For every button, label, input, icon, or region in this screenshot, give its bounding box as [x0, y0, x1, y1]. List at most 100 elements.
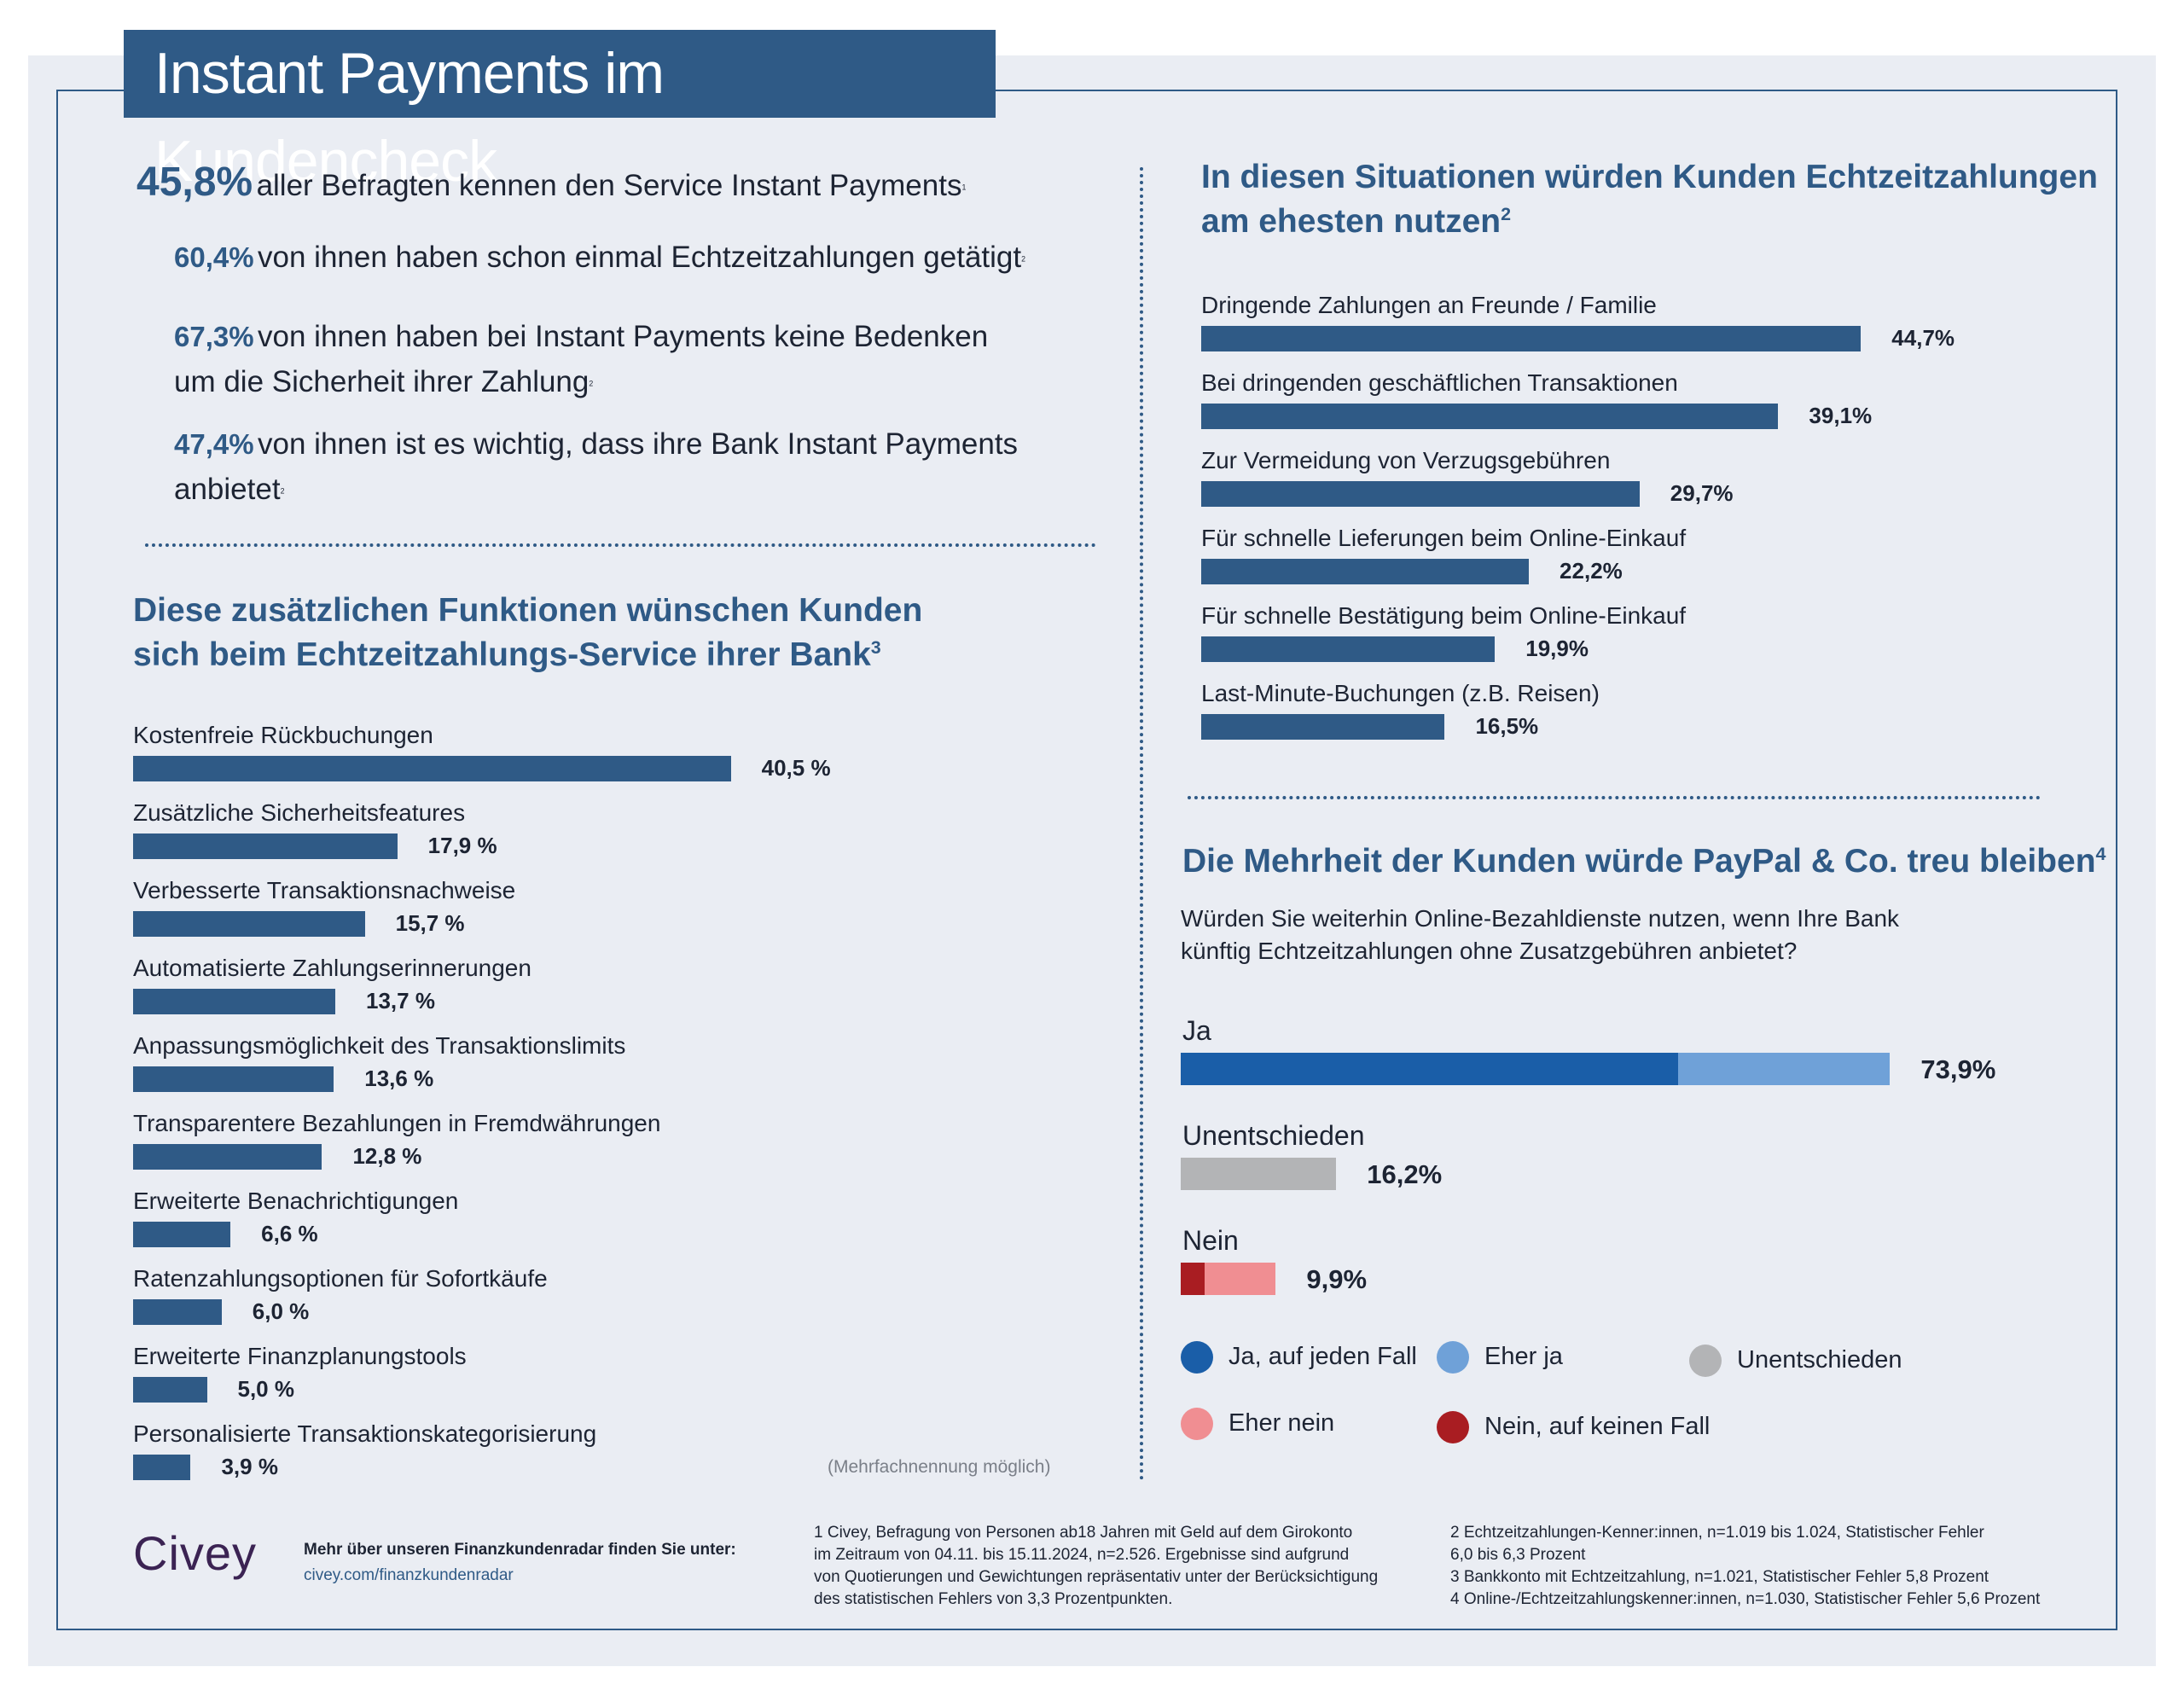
footnote-line: von Quotierungen und Gewichtungen repräs… — [814, 1568, 1379, 1586]
legend-dot-icon — [1181, 1408, 1213, 1440]
bar-value-label: 40,5 % — [761, 755, 831, 781]
bar-value-label: 29,7% — [1670, 480, 1734, 506]
stat-sub-1: 60,4% von ihnen haben schon einmal Echtz… — [174, 241, 1025, 275]
bar-category-label: Erweiterte Benachrichtigungen — [133, 1188, 459, 1214]
divider-left — [145, 543, 1096, 547]
footnotes-col2: 2 Echtzeitzahlungen-Kenner:innen, n=1.01… — [1450, 1522, 2040, 1611]
bar-category-label: Erweiterte Finanzplanungstools — [133, 1343, 467, 1369]
bar — [133, 756, 731, 781]
bar — [133, 1222, 231, 1247]
bar-value-label: 16,5% — [1475, 713, 1539, 739]
stat-main-note: 1 — [961, 183, 967, 192]
paypal-category-label: Ja — [1182, 1015, 1211, 1046]
legend-label: Ja, auf jeden Fall — [1228, 1343, 1417, 1370]
stat-main-text: aller Befragten kennen den Service Insta… — [256, 169, 962, 202]
bar — [133, 833, 398, 859]
stat-sub-2-line1: von ihnen haben bei Instant Payments kei… — [258, 320, 989, 353]
stat-sub-3-line2: anbietet — [174, 473, 281, 506]
paypal-question-line2: künftig Echtzeitzahlungen ohne Zusatzgeb… — [1181, 938, 1798, 964]
bar-category-label: Last-Minute-Buchungen (z.B. Reisen) — [1201, 680, 1600, 706]
stat-sub-3: 47,4% von ihnen ist es wichtig, dass ihr… — [174, 425, 1018, 515]
bar-category-label: Anpassungsmöglichkeit des Transaktionsli… — [133, 1032, 626, 1059]
divider-right — [1188, 796, 2041, 799]
bar — [1201, 559, 1530, 584]
stat-main-value: 45,8% — [136, 160, 253, 205]
bar-value-label: 12,8 % — [352, 1143, 422, 1169]
bar-category-label: Transparentere Bezahlungen in Fremdwähru… — [133, 1110, 661, 1136]
stat-sub-1-note: 2 — [1021, 254, 1026, 264]
functions-title-line2: sich beim Echtzeitzahlungs-Service ihrer… — [133, 636, 871, 673]
footnote-line: 3 Bankkonto mit Echtzeitzahlung, n=1.021… — [1450, 1568, 1989, 1586]
situations-title-line2: am ehesten nutzen — [1201, 203, 1502, 240]
bar — [133, 1299, 222, 1325]
bar-category-label: Für schnelle Lieferungen beim Online-Ein… — [1201, 525, 1687, 551]
situations-title-line1: In diesen Situationen würden Kunden Echt… — [1201, 159, 2098, 195]
stat-sub-2-note: 2 — [589, 379, 594, 388]
civey-logo: Civey — [133, 1526, 258, 1580]
legend-label: Nein, auf keinen Fall — [1484, 1413, 1711, 1440]
legend-label: Eher nein — [1228, 1409, 1335, 1437]
bar-value-label: 22,2% — [1560, 558, 1623, 584]
bar-category-label: Personalisierte Transaktionskategorisier… — [133, 1420, 597, 1447]
situations-title-note: 2 — [1501, 204, 1512, 224]
bar — [133, 1455, 191, 1480]
bar-value-label: 6,0 % — [252, 1298, 310, 1324]
bar-value-label: 13,7 % — [366, 988, 435, 1014]
divider-vertical — [1140, 167, 1143, 1481]
bar-value-label: 5,0 % — [237, 1376, 295, 1402]
content-frame — [56, 90, 2117, 1630]
bar — [1201, 636, 1496, 662]
bar-category-label: Zusätzliche Sicherheitsfeatures — [133, 799, 466, 826]
bar-value-label: 44,7% — [1891, 325, 1955, 351]
bar — [1201, 326, 1862, 351]
footer-link[interactable]: civey.com/finanzkundenradar — [304, 1566, 514, 1584]
paypal-category-label: Unentschieden — [1182, 1120, 1365, 1151]
stat-sub-1-value: 60,4% — [174, 241, 254, 273]
footnote-line: des statistischen Fehlers von 3,3 Prozen… — [814, 1590, 1173, 1608]
functions-title-note: 3 — [870, 637, 881, 658]
paypal-question: Würden Sie weiterhin Online-Bezahldienst… — [1181, 903, 1899, 967]
paypal-bar-segment — [1181, 1263, 1205, 1295]
bar — [1201, 714, 1445, 740]
footnote-line: im Zeitraum von 04.11. bis 15.11.2024, n… — [814, 1546, 1350, 1564]
stat-sub-3-note: 2 — [280, 486, 285, 496]
stat-sub-3-value: 47,4% — [174, 428, 254, 460]
bar — [133, 989, 335, 1014]
legend-dot-icon — [1437, 1341, 1469, 1374]
footnote-line: 2 Echtzeitzahlungen-Kenner:innen, n=1.01… — [1450, 1524, 1984, 1542]
bar-category-label: Automatisierte Zahlungserinnerungen — [133, 955, 531, 981]
bar-category-label: Dringende Zahlungen an Freunde / Familie — [1201, 292, 1657, 318]
bar — [133, 1377, 207, 1403]
functions-title: Diese zusätzlichen Funktionen wünschen K… — [133, 589, 922, 677]
bar — [1201, 481, 1640, 507]
background-panel — [28, 55, 2156, 1666]
paypal-value-label: 73,9% — [1920, 1054, 1996, 1084]
paypal-bar-segment — [1205, 1263, 1276, 1295]
bar-value-label: 3,9 % — [221, 1454, 278, 1479]
paypal-bar-segment — [1181, 1158, 1337, 1190]
stat-sub-2-line2: um die Sicherheit ihrer Zahlung — [174, 365, 590, 398]
footnote-line: 1 Civey, Befragung von Personen ab18 Jah… — [814, 1524, 1353, 1542]
paypal-title-note: 4 — [2095, 844, 2106, 864]
paypal-value-label: 16,2% — [1367, 1159, 1443, 1189]
legend-label: Eher ja — [1484, 1343, 1563, 1370]
bar-value-label: 17,9 % — [427, 833, 497, 858]
stat-sub-3-line1: von ihnen ist es wichtig, dass ihre Bank… — [258, 427, 1019, 461]
paypal-bar-segment — [1181, 1053, 1678, 1085]
legend-dot-icon — [1689, 1345, 1722, 1377]
bar — [133, 1144, 322, 1170]
footnotes-col1: 1 Civey, Befragung von Personen ab18 Jah… — [814, 1522, 1378, 1611]
paypal-bar-segment — [1677, 1053, 1891, 1085]
bar-category-label: Bei dringenden geschäftlichen Transaktio… — [1201, 369, 1678, 396]
bar-value-label: 15,7 % — [395, 910, 465, 936]
footer-more-text: Mehr über unseren Finanzkundenradar find… — [304, 1541, 736, 1559]
bar-category-label: Kostenfreie Rückbuchungen — [133, 722, 433, 748]
functions-title-line1: Diese zusätzlichen Funktionen wünschen K… — [133, 592, 923, 629]
paypal-value-label: 9,9% — [1306, 1264, 1368, 1294]
bar-value-label: 39,1% — [1809, 403, 1873, 428]
situations-title: In diesen Situationen würden Kunden Echt… — [1201, 155, 2098, 244]
legend-dot-icon — [1181, 1341, 1213, 1374]
bar — [1201, 404, 1779, 429]
stat-sub-2-value: 67,3% — [174, 321, 254, 352]
paypal-category-label: Nein — [1182, 1225, 1239, 1256]
